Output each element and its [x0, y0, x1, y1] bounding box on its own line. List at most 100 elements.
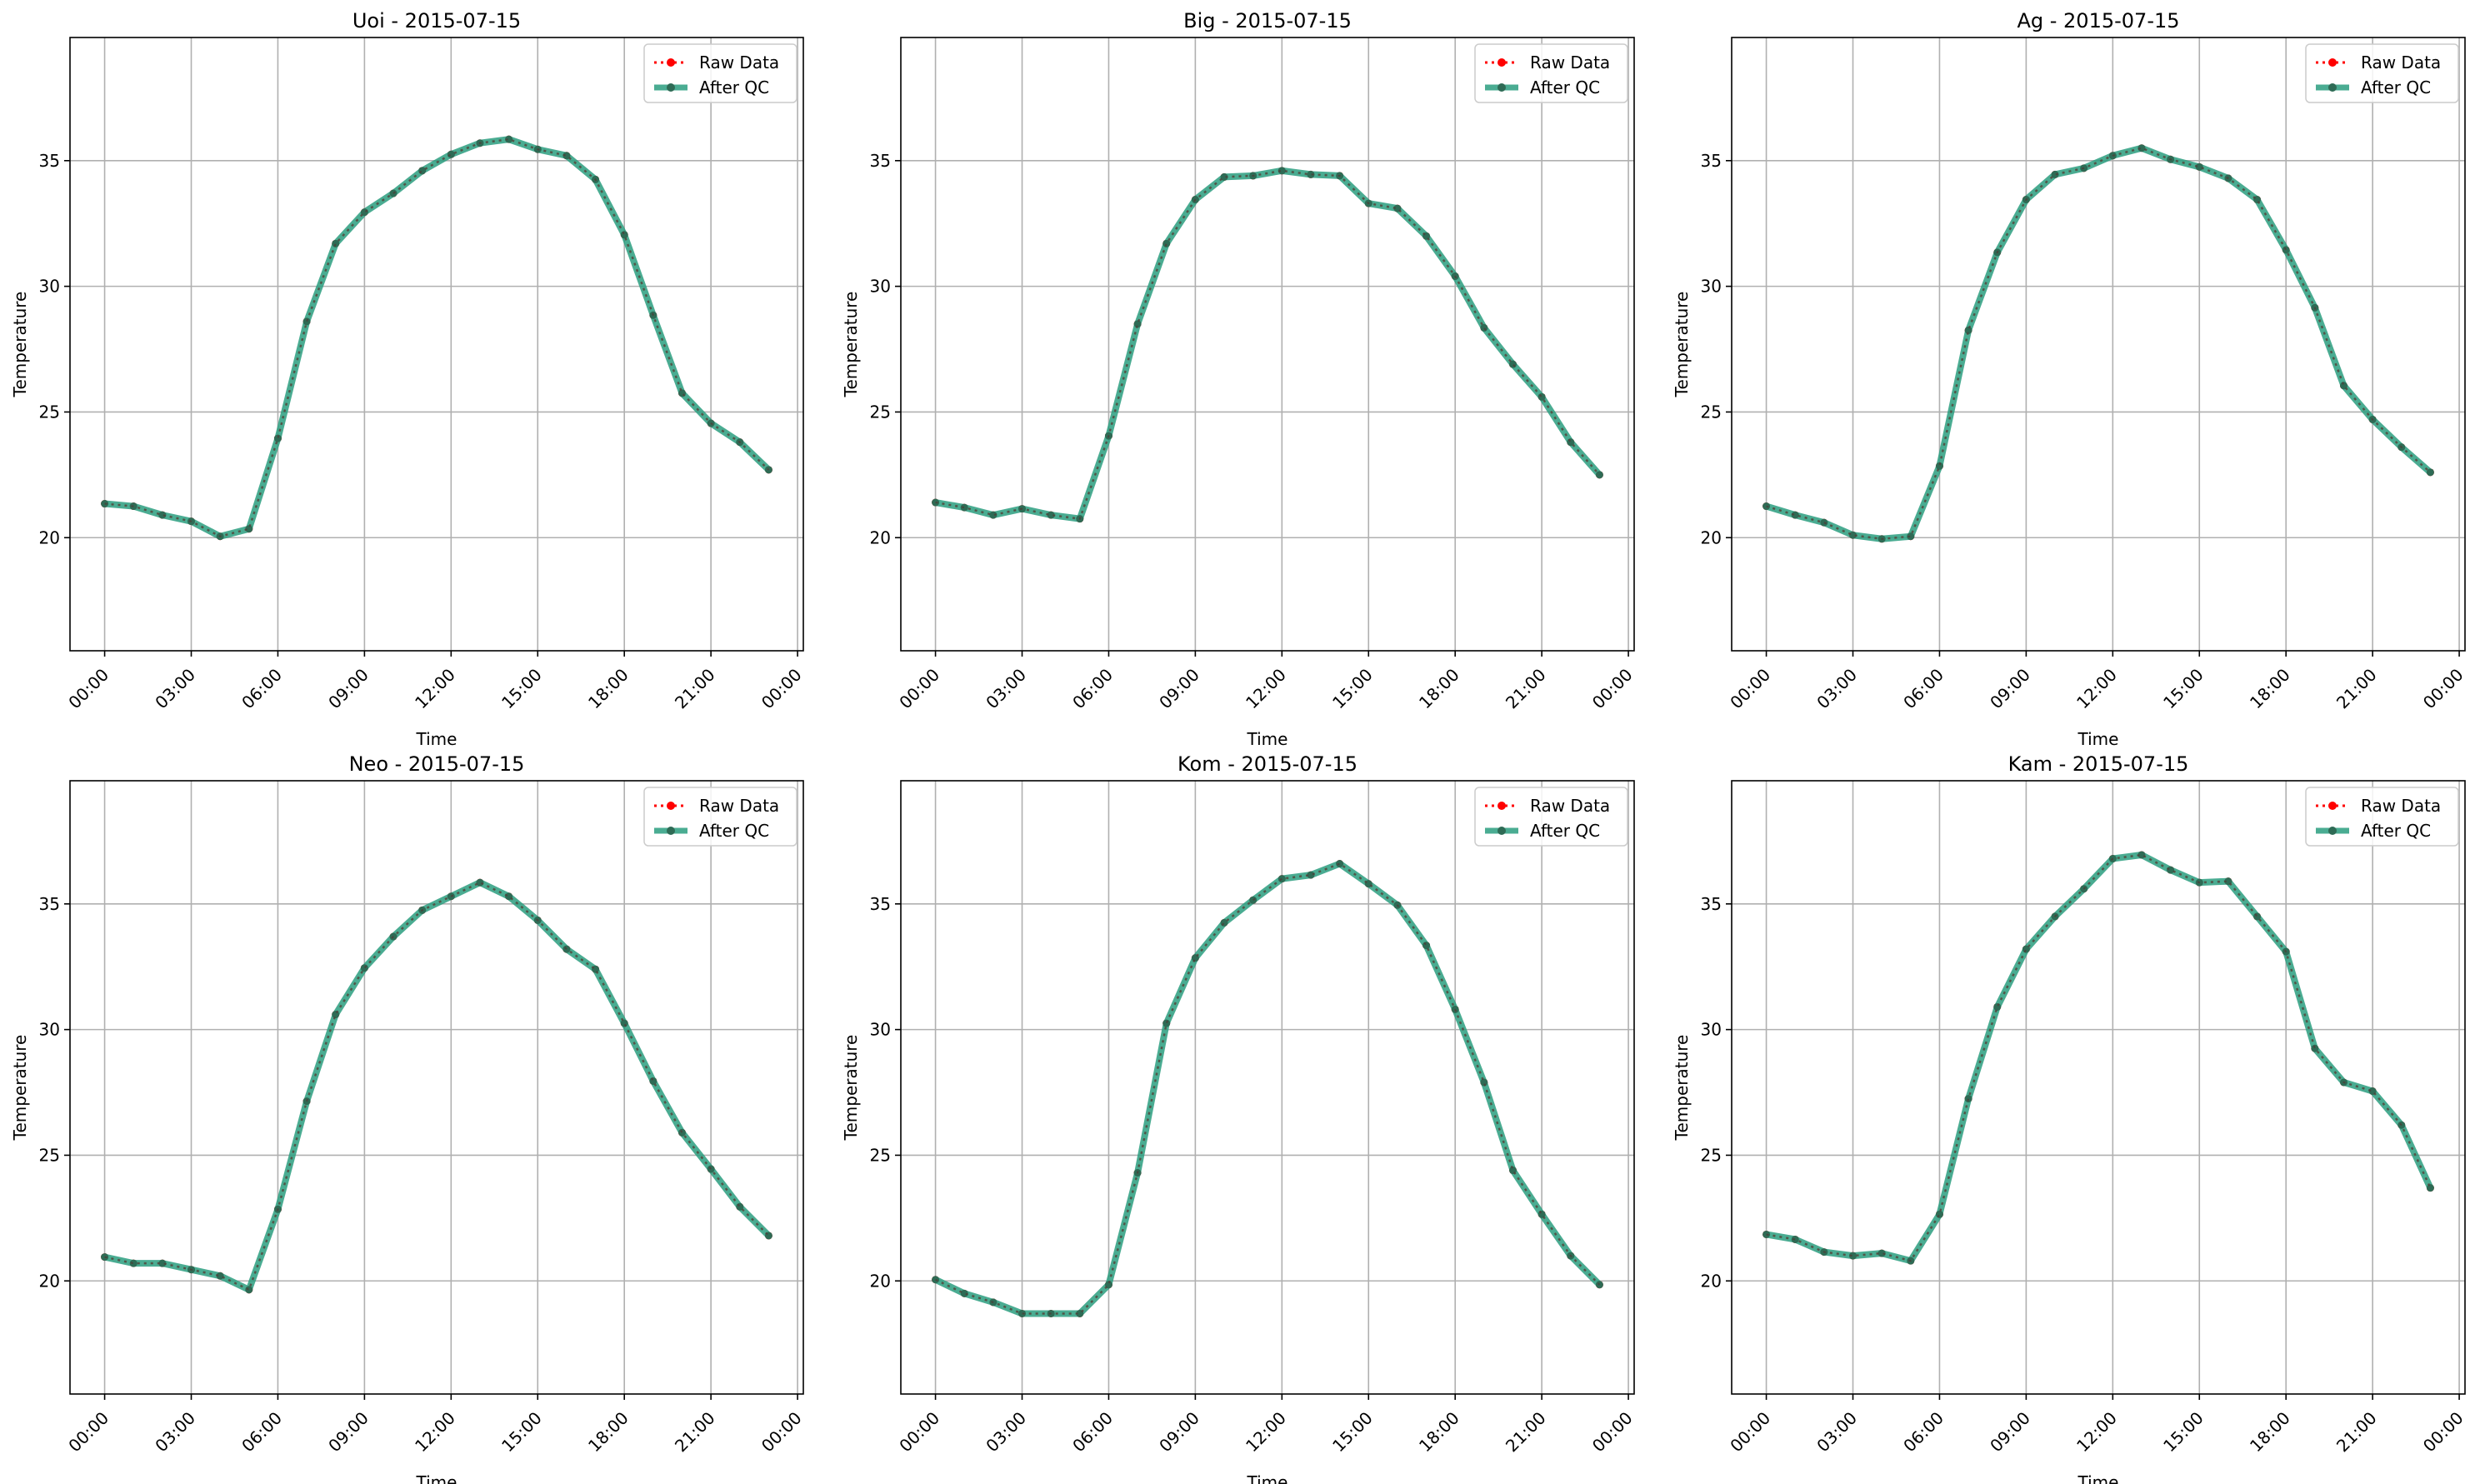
- axes-frame: [69, 37, 804, 652]
- after-qc-point: [1935, 1210, 1943, 1218]
- subplot-title: Big - 2015-07-15: [1183, 9, 1352, 32]
- after-qc-point: [1422, 942, 1431, 950]
- after-qc-point: [1878, 1249, 1886, 1257]
- after-qc-point: [332, 239, 340, 247]
- y-tick-label: 30: [1701, 277, 1722, 297]
- subplot-title: Neo - 2015-07-15: [349, 752, 525, 776]
- raw-data-overlay: [104, 882, 770, 1292]
- y-tick-label: 35: [1701, 894, 1722, 914]
- legend: Raw Data After QC: [1474, 43, 1628, 103]
- x-axis-label: Time: [416, 1472, 458, 1484]
- y-tick-label: 20: [870, 1271, 891, 1291]
- y-tick-label: 35: [39, 894, 60, 914]
- x-tick-label: 18:00: [584, 1408, 632, 1457]
- y-tick-label: 30: [870, 1020, 891, 1040]
- y-tick-label: 35: [870, 151, 891, 171]
- y-tick-label: 20: [870, 527, 891, 547]
- subplot-6: 00:00 03:00 06:00 09:00 12:00 15:00 18:00 21:00…: [1672, 752, 2468, 1484]
- x-tick-label: 00:00: [1726, 1408, 1774, 1457]
- legend: Raw Data After QC: [2305, 787, 2459, 847]
- after-qc-point: [1018, 1309, 1027, 1317]
- after-qc-point: [649, 1077, 658, 1085]
- legend-qc-marker: [667, 83, 675, 92]
- after-qc-point: [1278, 875, 1286, 883]
- after-qc-point: [1162, 1019, 1171, 1027]
- y-tick-label: 25: [39, 402, 60, 422]
- after-qc-point: [1336, 860, 1344, 868]
- x-tick-label: 15:00: [1328, 665, 1377, 713]
- y-tick-label: 25: [870, 402, 891, 422]
- y-tick-label: 25: [1701, 402, 1722, 422]
- legend-qc-label: After QC: [1530, 77, 1600, 97]
- legend-qc-marker: [1498, 83, 1506, 92]
- after-qc-point: [1249, 896, 1258, 904]
- after-qc-point: [2426, 1184, 2434, 1192]
- x-axis-label: Time: [416, 729, 458, 749]
- x-tick-label: 12:00: [1242, 1408, 1290, 1457]
- x-tick-label: 18:00: [584, 665, 632, 713]
- y-tick-label: 20: [1701, 527, 1722, 547]
- subplot-title: Ag - 2015-07-15: [2017, 9, 2179, 32]
- legend-qc-label: After QC: [2361, 821, 2431, 841]
- y-axis-label: Temperature: [841, 292, 861, 398]
- after-qc-point: [1538, 392, 1546, 401]
- x-tick-label: 06:00: [1068, 1408, 1117, 1457]
- after-qc-point: [101, 500, 109, 508]
- raw-data-line: [104, 137, 770, 538]
- y-tick-label: 30: [870, 277, 891, 297]
- y-axis-label: Temperature: [1672, 1035, 1692, 1142]
- after-qc-point: [1307, 871, 1315, 879]
- x-tick-label: 21:00: [671, 665, 719, 713]
- after-qc-point: [302, 317, 311, 326]
- x-tick-label: 00:00: [758, 665, 806, 713]
- after-qc-point: [2282, 246, 2290, 254]
- x-tick-label: 15:00: [2159, 665, 2208, 713]
- y-tick-label: 20: [1701, 1271, 1722, 1291]
- after-qc-point: [2051, 170, 2059, 178]
- legend-raw-label: Raw Data: [699, 52, 779, 72]
- legend-raw-label: Raw Data: [2361, 796, 2441, 816]
- after-qc-line: [934, 167, 1602, 522]
- x-tick-label: 09:00: [324, 1408, 372, 1457]
- y-tick-label: 35: [1701, 151, 1722, 171]
- legend-raw-label: Raw Data: [2361, 52, 2441, 72]
- x-tick-label: 03:00: [982, 1408, 1030, 1457]
- after-qc-point: [1220, 172, 1228, 181]
- after-qc-point: [1307, 170, 1315, 178]
- y-tick-label: 25: [870, 1145, 891, 1165]
- x-tick-label: 03:00: [151, 1408, 199, 1457]
- x-tick-label: 21:00: [1502, 1408, 1550, 1457]
- legend-qc-label: After QC: [2361, 77, 2431, 97]
- legend-raw-label: Raw Data: [699, 796, 779, 816]
- y-tick-label: 30: [39, 277, 60, 297]
- subplot-2: 00:00 03:00 06:00 09:00 12:00 15:00 18:00 21:00…: [841, 9, 1637, 749]
- subplot-3: 00:00 03:00 06:00 09:00 12:00 15:00 18:00 21:00…: [1672, 9, 2468, 749]
- after-qc-point: [620, 231, 628, 239]
- x-tick-label: 09:00: [324, 665, 372, 713]
- x-tick-label: 06:00: [1899, 1408, 1948, 1457]
- after-qc-point: [476, 878, 484, 887]
- after-qc-point: [1480, 323, 1488, 332]
- x-tick-label: 06:00: [1899, 665, 1948, 713]
- raw-data-overlay: [104, 138, 770, 537]
- after-qc-point: [1047, 511, 1055, 519]
- after-qc-line: [104, 136, 772, 540]
- y-tick-label: 35: [39, 151, 60, 171]
- y-axis-label: Temperature: [1672, 292, 1692, 398]
- raw-data-overlay: [1766, 147, 2432, 540]
- legend-raw-marker: [1498, 58, 1506, 67]
- after-qc-point: [2195, 162, 2203, 171]
- x-axis-label: Time: [1247, 729, 1288, 749]
- y-axis-label: Temperature: [841, 1035, 861, 1142]
- x-axis-label: Time: [1247, 1472, 1288, 1484]
- y-tick-label: 35: [870, 894, 891, 914]
- legend-raw-marker: [2328, 802, 2337, 810]
- legend-qc-marker: [667, 827, 675, 835]
- legend-raw-label: Raw Data: [1530, 52, 1610, 72]
- after-qc-line: [933, 860, 1602, 1317]
- subplot-4: 00:00 03:00 06:00 09:00 12:00 15:00 18:00 21:00…: [10, 752, 806, 1484]
- x-tick-label: 18:00: [1415, 1408, 1463, 1457]
- subplot-title: Uoi - 2015-07-15: [352, 9, 521, 32]
- after-qc-point: [1162, 239, 1171, 247]
